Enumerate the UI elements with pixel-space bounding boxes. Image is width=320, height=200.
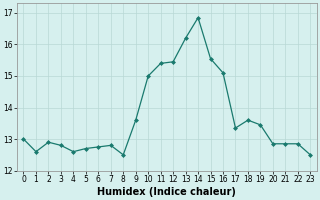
X-axis label: Humidex (Indice chaleur): Humidex (Indice chaleur) [98, 187, 236, 197]
